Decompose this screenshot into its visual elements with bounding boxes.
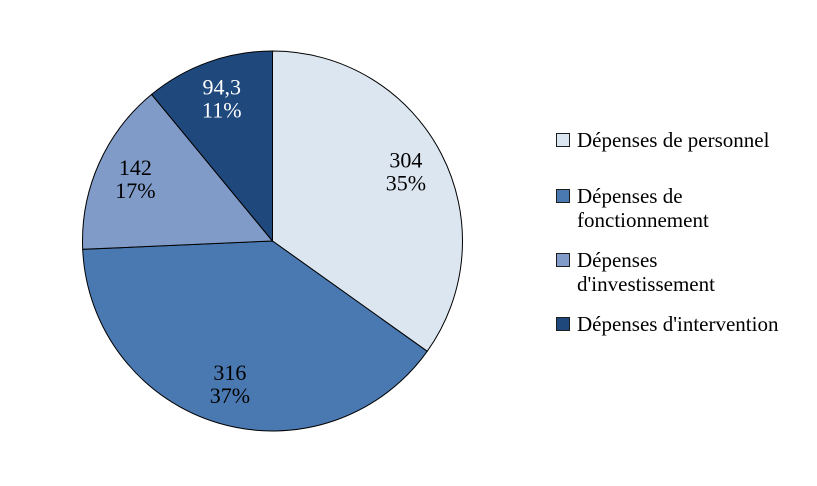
legend-label: Dépenses de personnel <box>577 128 770 152</box>
pie-slice-label: 316 37% <box>210 360 250 408</box>
pie-slice-label: 304 35% <box>386 147 426 195</box>
pie-slice <box>272 50 463 352</box>
legend-item-depenses-intervention: Dépenses d'intervention <box>556 312 811 336</box>
legend-swatch <box>556 189 570 203</box>
legend-swatch <box>556 253 570 267</box>
legend-label: Dépenses d'intervention <box>577 312 779 336</box>
pie-slice <box>82 93 274 250</box>
legend-label: Dépenses d'investissement <box>577 248 715 296</box>
legend-item-depenses-personnel: Dépenses de personnel <box>556 128 811 152</box>
legend-swatch <box>556 133 570 147</box>
legend-item-depenses-investissement: Dépenses d'investissement <box>556 248 811 296</box>
legend-label: Dépenses de fonctionnement <box>577 184 709 232</box>
pie-slice-label: 94,3 11% <box>202 75 242 123</box>
pie-slice-label: 142 17% <box>115 155 155 203</box>
pie-slice <box>82 240 428 432</box>
chart-legend: Dépenses de personnel Dépenses de foncti… <box>556 128 811 336</box>
legend-swatch <box>556 317 570 331</box>
pie-chart: 304 35% 316 37% 142 17% 94,3 11% <box>82 50 463 432</box>
legend-item-depenses-fonctionnement: Dépenses de fonctionnement <box>556 184 811 232</box>
pie-slice <box>150 50 273 243</box>
